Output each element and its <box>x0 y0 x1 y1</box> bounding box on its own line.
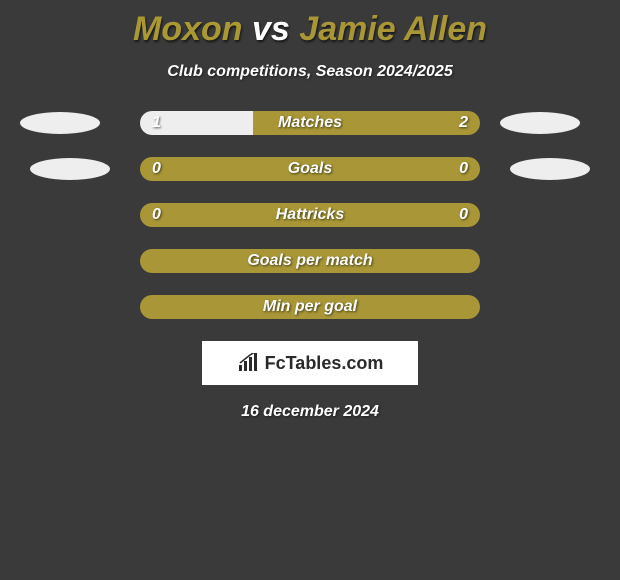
stat-row: 00Hattricks <box>0 203 620 227</box>
logo-text: FcTables.com <box>265 353 384 374</box>
stat-bar: Goals per match <box>140 249 480 273</box>
stat-label: Goals per match <box>140 249 480 273</box>
vs-text: vs <box>252 10 290 48</box>
marker-right <box>510 158 590 180</box>
player1-name: Moxon <box>133 10 243 48</box>
chart-icon <box>237 353 261 373</box>
stat-bar: 00Goals <box>140 157 480 181</box>
stat-bar: 12Matches <box>140 111 480 135</box>
stat-row: 12Matches <box>0 111 620 135</box>
marker-left <box>20 112 100 134</box>
stat-row: Min per goal <box>0 295 620 319</box>
comparison-chart: 12Matches 00Goals 00Hattricks Goals per mat… <box>0 111 620 319</box>
stat-bar: 00Hattricks <box>140 203 480 227</box>
stat-label: Matches <box>140 111 480 135</box>
player2-name: Jamie Allen <box>299 10 487 48</box>
stat-row: 00Goals <box>0 157 620 181</box>
stat-label: Hattricks <box>140 203 480 227</box>
stat-bar: Min per goal <box>140 295 480 319</box>
subtitle: Club competitions, Season 2024/2025 <box>0 63 620 81</box>
marker-right <box>500 112 580 134</box>
comparison-title: Moxon vs Jamie Allen <box>0 0 620 49</box>
date-text: 16 december 2024 <box>0 403 620 421</box>
stat-label: Min per goal <box>140 295 480 319</box>
stat-label: Goals <box>140 157 480 181</box>
marker-left <box>30 158 110 180</box>
stat-row: Goals per match <box>0 249 620 273</box>
fctables-logo[interactable]: FcTables.com <box>202 341 418 385</box>
